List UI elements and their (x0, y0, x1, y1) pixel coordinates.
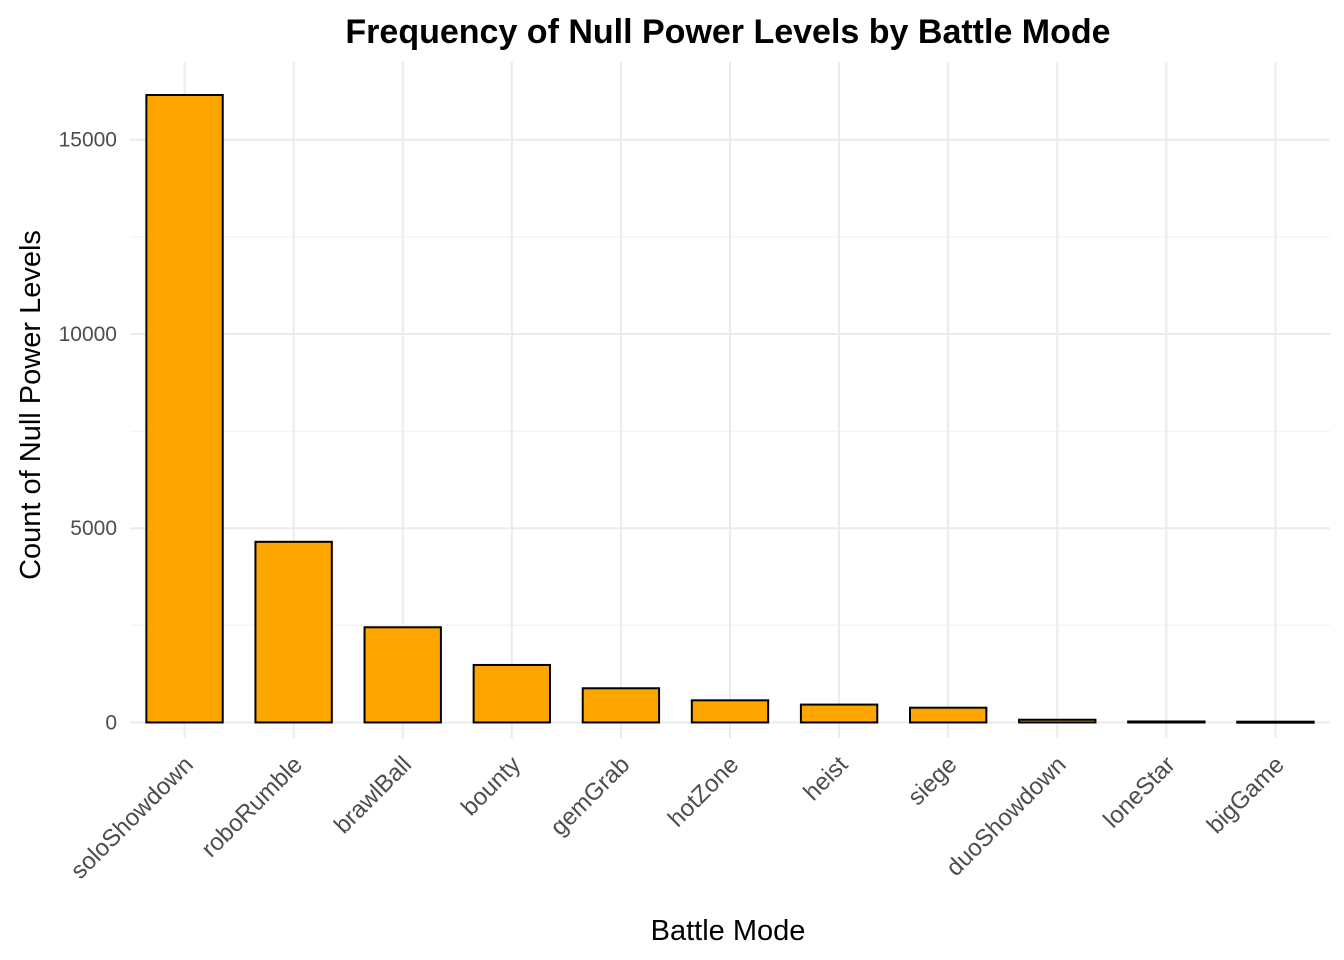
x-tick-label: heist (798, 751, 853, 806)
y-tick-label: 5000 (70, 517, 117, 540)
bar-brawlBall (363, 626, 442, 724)
bar-roboRumble (254, 540, 333, 724)
bar-soloShowdown (145, 94, 224, 724)
bar-siege (909, 706, 988, 724)
x-tick-label: bigGame (1202, 751, 1290, 839)
x-tick-label: bounty (456, 751, 526, 821)
bar-bigGame (1236, 720, 1315, 724)
bar-bounty (472, 663, 551, 724)
x-tick-label: roboRumble (196, 751, 308, 863)
bar-gemGrab (581, 687, 661, 724)
y-axis-ticks: 0 5000 10000 15000 (59, 129, 117, 735)
chart-title: Frequency of Null Power Levels by Battle… (345, 13, 1110, 51)
x-tick-label: siege (903, 751, 963, 811)
y-tick-label: 15000 (59, 129, 117, 152)
x-tick-label: loneStar (1098, 751, 1180, 833)
bar-duoShowdown (1018, 718, 1097, 724)
bar-heist (799, 703, 879, 724)
y-tick-label: 10000 (59, 323, 117, 346)
bar-hotZone (690, 699, 770, 724)
x-tick-label: brawlBall (329, 751, 417, 839)
x-axis-title: Battle Mode (651, 915, 806, 947)
bar-loneStar (1127, 720, 1206, 724)
x-tick-label: gemGrab (545, 751, 635, 841)
y-axis-title: Count of Null Power Levels (15, 230, 47, 580)
y-tick-label: 0 (105, 711, 117, 734)
x-tick-label: hotZone (663, 751, 744, 832)
x-tick-label: soloShowdown (66, 751, 199, 884)
bar-layer (145, 94, 1315, 724)
grid-layer (130, 62, 1330, 738)
